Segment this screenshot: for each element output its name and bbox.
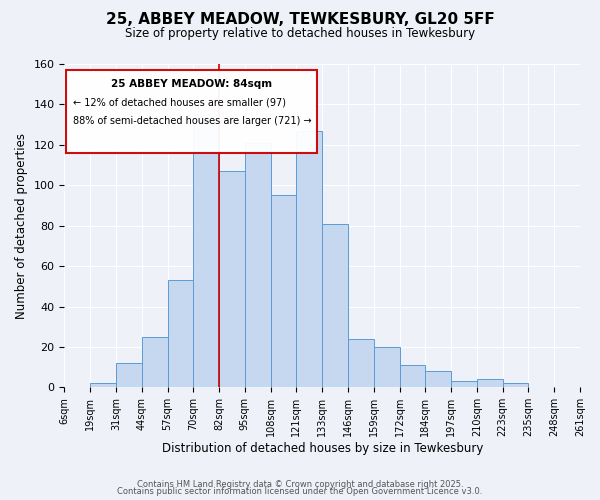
Text: 88% of semi-detached houses are larger (721) →: 88% of semi-detached houses are larger (…	[73, 116, 312, 126]
Bar	[477, 380, 503, 388]
Text: 25 ABBEY MEADOW: 84sqm: 25 ABBEY MEADOW: 84sqm	[111, 79, 272, 89]
Text: ← 12% of detached houses are smaller (97): ← 12% of detached houses are smaller (97…	[73, 98, 286, 108]
Bar	[245, 143, 271, 388]
Bar	[503, 384, 529, 388]
Y-axis label: Number of detached properties: Number of detached properties	[15, 132, 28, 318]
Bar	[400, 365, 425, 388]
Text: Size of property relative to detached houses in Tewkesbury: Size of property relative to detached ho…	[125, 28, 475, 40]
Bar	[348, 339, 374, 388]
FancyBboxPatch shape	[65, 70, 317, 153]
X-axis label: Distribution of detached houses by size in Tewkesbury: Distribution of detached houses by size …	[161, 442, 483, 455]
Bar	[219, 171, 245, 388]
Bar	[167, 280, 193, 388]
Bar	[374, 347, 400, 388]
Bar	[451, 382, 477, 388]
Bar	[296, 130, 322, 388]
Bar	[142, 337, 167, 388]
Text: Contains public sector information licensed under the Open Government Licence v3: Contains public sector information licen…	[118, 487, 482, 496]
Bar	[116, 363, 142, 388]
Bar	[271, 196, 296, 388]
Bar	[193, 120, 219, 388]
Text: 25, ABBEY MEADOW, TEWKESBURY, GL20 5FF: 25, ABBEY MEADOW, TEWKESBURY, GL20 5FF	[106, 12, 494, 28]
Bar	[322, 224, 348, 388]
Text: Contains HM Land Registry data © Crown copyright and database right 2025.: Contains HM Land Registry data © Crown c…	[137, 480, 463, 489]
Bar	[425, 371, 451, 388]
Bar	[90, 384, 116, 388]
